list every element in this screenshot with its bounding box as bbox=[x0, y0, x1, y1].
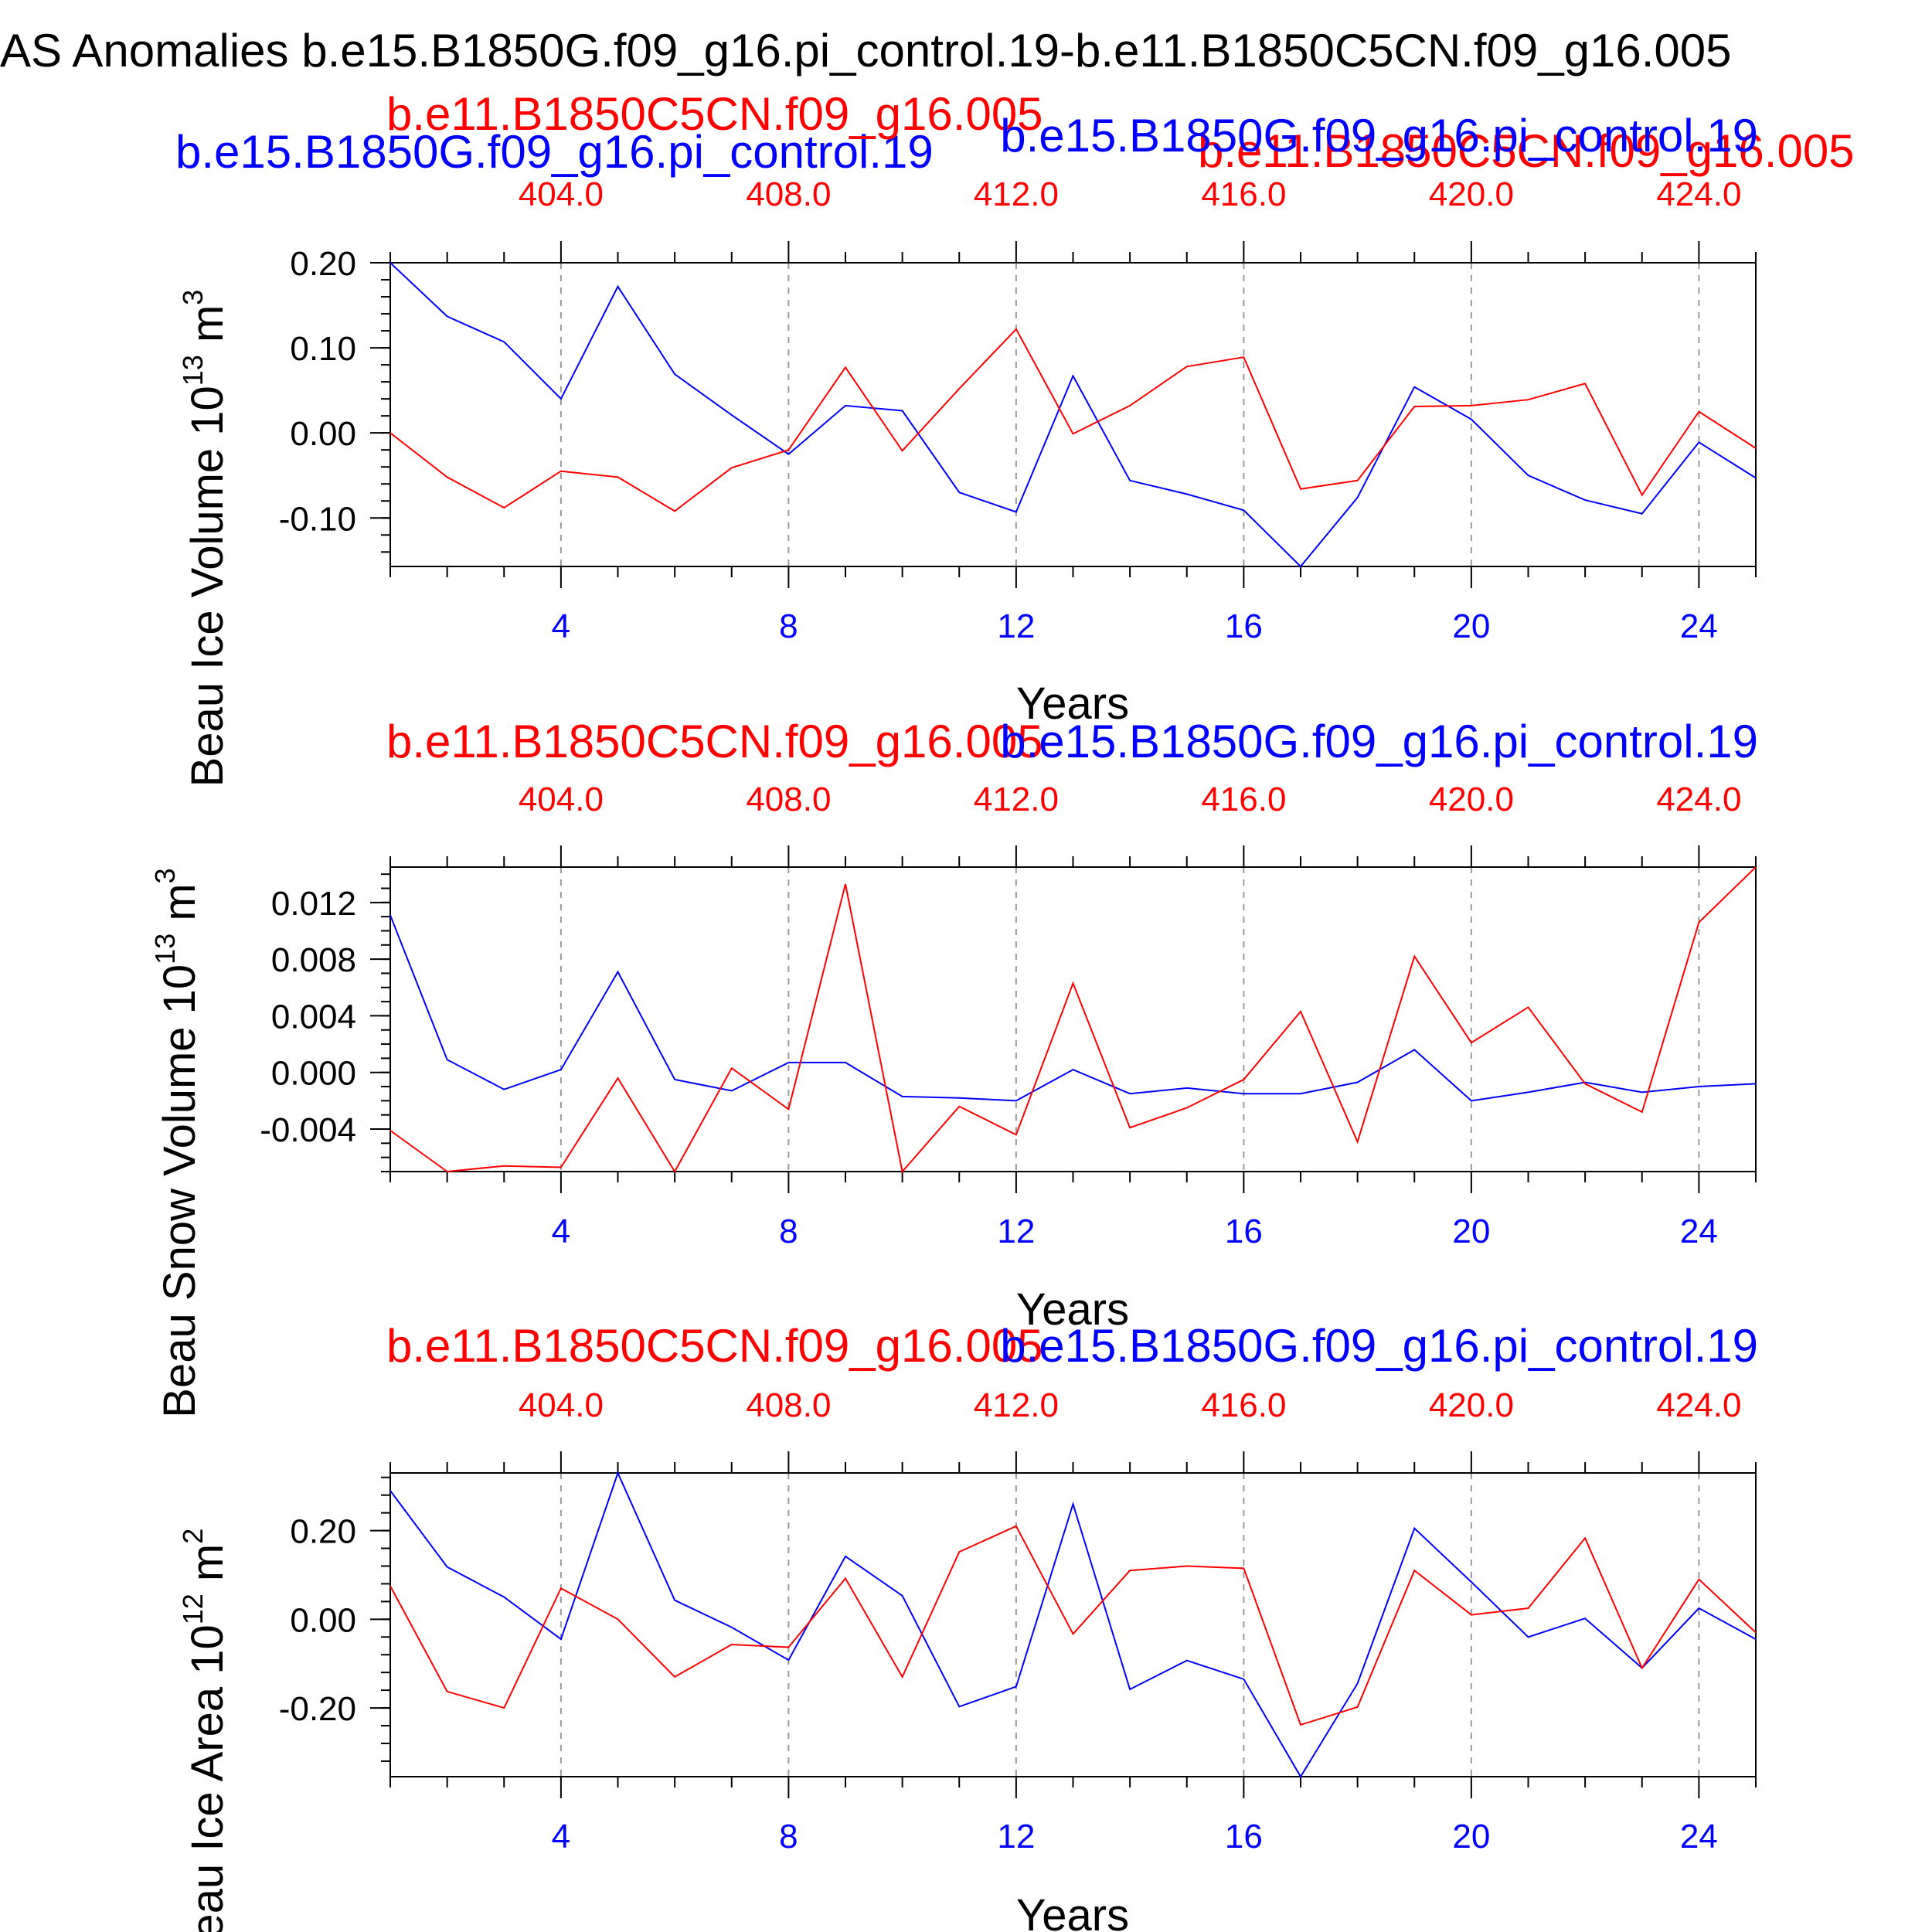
series-line-blue bbox=[389, 1471, 1757, 1778]
x-tick-label-bottom: 20 bbox=[1452, 1213, 1490, 1250]
panel-snow-volume: 0.012 0.008 0.004 0.000 -0.004 4 404.0 8 408.0 12… bbox=[149, 716, 1758, 1418]
x-tick-label-bottom: 20 bbox=[1452, 607, 1490, 645]
y-axis-label-exponent: 13 bbox=[149, 934, 181, 964]
x-tick-label-bottom: 24 bbox=[1680, 1213, 1718, 1250]
x-axis-label: Years bbox=[1016, 1890, 1129, 1932]
y-axis-label: Beau Ice Area 1012 m2 bbox=[177, 1529, 233, 1932]
y-axis-label-exponent: 13 bbox=[177, 355, 209, 386]
series-line-blue bbox=[389, 262, 1757, 568]
top-run-label-red: b.e11.B1850C5CN.f09_g16.005 bbox=[386, 716, 1043, 767]
x-tick-label-top: 416.0 bbox=[1201, 1386, 1286, 1424]
x-tick-label-top: 424.0 bbox=[1656, 175, 1741, 213]
y-tick-label: 0.012 bbox=[271, 885, 356, 923]
x-tick-label-top: 412.0 bbox=[974, 175, 1059, 213]
y-tick-label: 0.20 bbox=[290, 245, 356, 283]
top-run-label-blue: b.e15.B1850G.f09_g16.pi_control.19 bbox=[1000, 716, 1758, 767]
series-line-red bbox=[389, 1525, 1757, 1726]
y-tick-label: 0.004 bbox=[271, 998, 356, 1036]
y-tick-label: 0.20 bbox=[290, 1513, 356, 1551]
y-tick-label: 0.10 bbox=[290, 330, 356, 368]
x-tick-label-top: 404.0 bbox=[519, 175, 604, 213]
x-tick-label-bottom: 12 bbox=[997, 607, 1035, 645]
x-tick-label-top: 420.0 bbox=[1429, 781, 1514, 818]
x-tick-label-bottom: 16 bbox=[1225, 607, 1263, 645]
x-tick-label-bottom: 4 bbox=[552, 607, 570, 645]
series-line-blue bbox=[389, 914, 1757, 1102]
x-tick-label-top: 424.0 bbox=[1656, 1386, 1741, 1424]
top-run-label-blue: b.e15.B1850G.f09_g16.pi_control.19 bbox=[1000, 1320, 1758, 1372]
y-axis-label-unit: m bbox=[182, 1544, 233, 1594]
x-axis-label: Years bbox=[1016, 1284, 1129, 1335]
x-tick-label-bottom: 8 bbox=[779, 1818, 798, 1855]
y-axis-label-text: Beau Ice Area 10 bbox=[182, 1624, 233, 1932]
top-run-label-blue: b.e15.B1850G.f09_g16.pi_control.19 bbox=[1000, 110, 1758, 162]
plot-frame bbox=[389, 866, 1757, 1172]
x-tick-label-top: 416.0 bbox=[1201, 175, 1286, 213]
x-tick-label-bottom: 8 bbox=[779, 1213, 798, 1250]
x-tick-label-bottom: 4 bbox=[552, 1818, 570, 1855]
x-axis-label: Years bbox=[1016, 679, 1129, 729]
top-run-label-red: b.e11.B1850C5CN.f09_g16.005 bbox=[386, 1320, 1043, 1372]
plot-frame bbox=[389, 1472, 1757, 1777]
x-tick-label-top: 408.0 bbox=[746, 1386, 831, 1424]
x-tick-label-bottom: 24 bbox=[1680, 1818, 1718, 1855]
y-axis-label-unit-exponent: 3 bbox=[177, 290, 209, 305]
y-axis-label-exponent: 12 bbox=[177, 1594, 209, 1624]
x-tick-label-top: 420.0 bbox=[1429, 1386, 1514, 1424]
panel-ice-area: 0.20 0.00 -0.20 4 404.0 8 408.0 12 412.0 16 416.0 2… bbox=[177, 1320, 1758, 1932]
y-axis-label-unit: m bbox=[182, 305, 233, 355]
x-tick-label-top: 404.0 bbox=[519, 781, 604, 818]
y-axis-label-unit-exponent: 3 bbox=[149, 868, 181, 883]
x-tick-label-bottom: 20 bbox=[1452, 1818, 1490, 1855]
x-tick-label-top: 412.0 bbox=[974, 1386, 1059, 1424]
series-line-red bbox=[389, 328, 1757, 512]
header-run-label-blue: b.e15.B1850G.f09_g16.pi_control.19 bbox=[175, 126, 934, 178]
series-line-red bbox=[389, 866, 1757, 1174]
y-tick-label: 0.00 bbox=[290, 1601, 356, 1639]
y-tick-label: 0.008 bbox=[271, 941, 356, 979]
x-tick-label-bottom: 16 bbox=[1225, 1213, 1263, 1250]
x-tick-label-top: 412.0 bbox=[974, 781, 1059, 818]
y-axis-label-text: Beau Ice Volume 10 bbox=[182, 386, 233, 787]
x-tick-label-top: 404.0 bbox=[519, 1386, 604, 1424]
x-tick-label-bottom: 4 bbox=[552, 1213, 570, 1250]
y-axis-label-unit: m bbox=[155, 883, 205, 933]
x-tick-label-bottom: 24 bbox=[1680, 607, 1718, 645]
y-tick-label: 0.00 bbox=[290, 415, 356, 453]
x-tick-label-bottom: 12 bbox=[997, 1213, 1035, 1250]
main-title: AS Anomalies b.e15.B1850G.f09_g16.pi_con… bbox=[0, 25, 1732, 77]
y-tick-label: 0.000 bbox=[271, 1055, 356, 1093]
y-axis-label: Beau Ice Volume 1013 m3 bbox=[177, 290, 233, 787]
x-tick-label-top: 424.0 bbox=[1656, 781, 1741, 818]
top-run-label-red: b.e11.B1850C5CN.f09_g16.005 bbox=[386, 88, 1043, 140]
x-tick-label-bottom: 16 bbox=[1225, 1818, 1263, 1855]
y-axis-label: Beau Snow Volume 1013 m3 bbox=[149, 868, 205, 1417]
y-axis-label-unit-exponent: 2 bbox=[177, 1529, 209, 1544]
y-tick-label: -0.004 bbox=[260, 1111, 356, 1149]
header-run-label-red: b.e11.B1850C5CN.f09_g16.005 bbox=[1198, 125, 1855, 177]
x-tick-label-top: 416.0 bbox=[1201, 781, 1286, 818]
y-tick-label: -0.10 bbox=[279, 500, 356, 538]
panel-ice-volume: 0.20 0.10 0.00 -0.10 4 404.0 8 408.0 12 412.0 16 41… bbox=[177, 88, 1758, 787]
y-axis-label-text: Beau Snow Volume 10 bbox=[155, 964, 205, 1418]
plot-frame bbox=[389, 262, 1757, 567]
x-tick-label-bottom: 8 bbox=[779, 607, 798, 645]
x-tick-label-top: 408.0 bbox=[746, 781, 831, 818]
x-tick-label-top: 408.0 bbox=[746, 175, 831, 213]
y-tick-label: -0.20 bbox=[279, 1690, 356, 1728]
x-tick-label-top: 420.0 bbox=[1429, 175, 1514, 213]
x-tick-label-bottom: 12 bbox=[997, 1818, 1035, 1855]
